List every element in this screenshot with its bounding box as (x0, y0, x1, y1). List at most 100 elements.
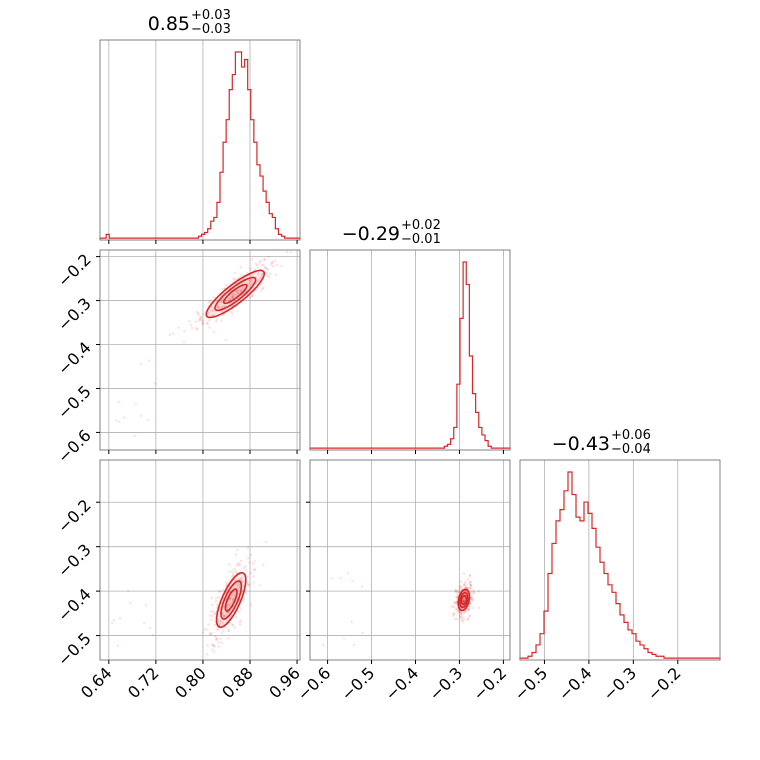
scatter-point (285, 250, 289, 254)
scatter-point (231, 570, 234, 574)
scatter-point (351, 579, 354, 583)
scatter-point (459, 611, 463, 615)
scatter-point (271, 265, 275, 268)
panel-frame (99, 39, 301, 241)
scatter-point (215, 636, 219, 640)
scatter-point (253, 268, 256, 272)
scatter-point (228, 563, 231, 566)
scatter-point (259, 259, 263, 263)
scatter-point (477, 590, 481, 593)
scatter-point (153, 382, 157, 385)
title-plus-1: +0.02 (401, 218, 441, 233)
scatter-point (211, 643, 215, 647)
scatter-point (257, 273, 261, 276)
scatter-point (246, 582, 249, 585)
scatter-point (210, 610, 213, 613)
scatter-point (227, 628, 231, 632)
scatter-point (342, 637, 346, 640)
scatter-point (234, 615, 238, 619)
scatter-point (214, 638, 218, 642)
scatter-point (252, 293, 255, 296)
scatter-point (238, 583, 242, 587)
scatter-point (472, 591, 476, 595)
scatter-point (225, 283, 229, 287)
x-tick-label: 0.64 (77, 663, 116, 702)
scatter-point (207, 311, 210, 315)
scatter-point (477, 606, 481, 610)
scatter-point (457, 590, 461, 594)
scatter-point (457, 588, 460, 592)
scatter-point (197, 319, 201, 322)
panel-1-0 (96, 249, 301, 454)
scatter-point (470, 597, 473, 600)
scatter-point (246, 546, 249, 550)
scatter-point (129, 601, 132, 605)
scatter-point (469, 597, 473, 601)
scatter-point (244, 565, 247, 568)
x-tick-label: −0.4 (555, 663, 596, 704)
scatter-point (231, 623, 235, 627)
scatter-point (456, 611, 460, 614)
scatter-point (239, 273, 243, 277)
scatter-point (236, 292, 240, 296)
scatter-point (210, 596, 214, 600)
scatter-point (459, 615, 462, 619)
scatter-point (171, 332, 175, 335)
x-tick-label: 0.88 (218, 663, 257, 702)
scatter-point (231, 312, 234, 316)
scatter-point (235, 290, 239, 293)
scatter-point (462, 600, 466, 603)
scatter-point (232, 277, 235, 280)
panel-frame (99, 459, 301, 661)
panel-2-0 (96, 459, 301, 664)
scatter-point (469, 583, 473, 587)
scatter-point (249, 278, 253, 282)
scatter-point (289, 250, 293, 254)
scatter-point (214, 596, 218, 600)
scatter-point (339, 577, 342, 580)
scatter-point (237, 582, 240, 586)
y-tick-label: −0.3 (54, 540, 95, 581)
histogram-step-1 (309, 261, 511, 450)
scatter-point (207, 623, 210, 626)
scatter-point (205, 652, 209, 656)
scatter-point (231, 293, 235, 296)
scatter-point (209, 631, 212, 635)
scatter-point (230, 310, 233, 314)
scatter-point (196, 328, 199, 331)
scatter-point (264, 267, 267, 270)
scatter-point (149, 626, 152, 630)
scatter-point (230, 602, 233, 606)
scatter-point (466, 617, 470, 621)
scatter-points (115, 250, 293, 438)
scatter-point (216, 304, 220, 308)
scatter-point (232, 597, 235, 601)
scatter-point (208, 614, 212, 617)
scatter-point (228, 597, 232, 600)
y-tick-label: −0.2 (54, 496, 95, 537)
contour-level-0 (205, 269, 266, 319)
y-tick-label: −0.5 (54, 382, 95, 423)
scatter-point (466, 617, 470, 621)
scatter-points (322, 571, 481, 647)
scatter-point (280, 264, 283, 268)
scatter-point (459, 585, 462, 589)
scatter-point (220, 319, 224, 323)
scatter-point (263, 258, 266, 261)
scatter-point (238, 623, 242, 627)
scatter-point (233, 626, 236, 629)
scatter-point (196, 311, 200, 315)
title-plus-0: +0.03 (191, 8, 231, 23)
scatter-point (227, 629, 231, 633)
scatter-point (230, 296, 234, 299)
scatter-point (251, 562, 255, 566)
scatter-point (207, 325, 211, 329)
contour-level-2 (224, 588, 238, 612)
scatter-point (269, 263, 273, 266)
scatter-point (212, 610, 215, 613)
scatter-point (133, 434, 136, 438)
scatter-point (468, 613, 472, 617)
scatter-point (222, 629, 225, 632)
scatter-point (238, 610, 241, 614)
scatter-point (146, 418, 150, 422)
